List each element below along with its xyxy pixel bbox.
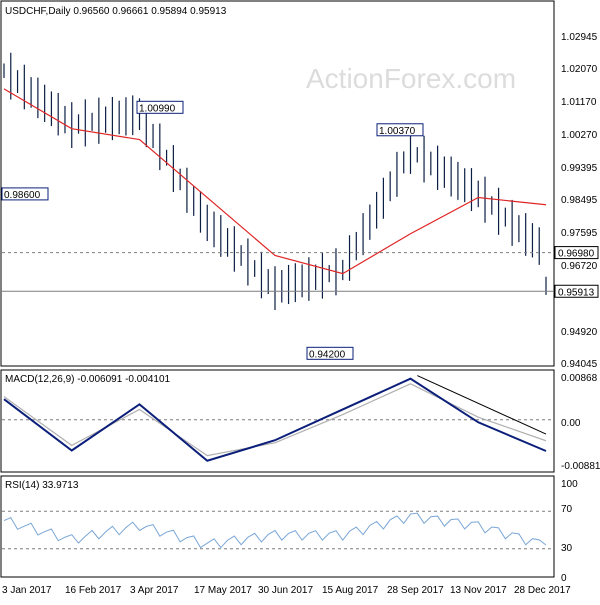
x-tick-label: 28 Sep 2017 bbox=[387, 585, 444, 596]
rsi-y-tick-label: 100 bbox=[561, 479, 578, 490]
annotation-label: 0.94200 bbox=[309, 349, 346, 360]
annotation-box bbox=[306, 346, 354, 360]
price-annotations: 0.98600 1.00990 1.00370 0.94200 bbox=[1, 100, 424, 360]
y-tick-label: 1.01170 bbox=[561, 97, 597, 108]
price-tag-label: 0.96980 bbox=[558, 249, 595, 260]
macd-panel-frame bbox=[0, 369, 555, 473]
rsi-panel-header: RSI(14) 33.9713 bbox=[5, 480, 79, 491]
x-tick-label: 17 May 2017 bbox=[194, 585, 252, 596]
rsi-y-tick-label: 70 bbox=[561, 504, 573, 515]
annotation-label: 1.00370 bbox=[379, 126, 416, 137]
x-tick-label: 13 Nov 2017 bbox=[450, 585, 507, 596]
macd-lines bbox=[2, 375, 554, 462]
watermark-text: ActionForex.com bbox=[306, 63, 516, 94]
rsi-line bbox=[2, 510, 554, 550]
price-tag-box bbox=[554, 246, 599, 260]
y-tick-label: 1.02945 bbox=[561, 32, 598, 43]
x-tick-label: 28 Dec 2017 bbox=[514, 585, 571, 596]
price-bars bbox=[3, 52, 547, 310]
macd-y-tick-label: 0.00 bbox=[561, 418, 581, 429]
y-tick-label: 0.98495 bbox=[561, 195, 598, 206]
annotation-box bbox=[136, 100, 184, 114]
annotation-box bbox=[1, 187, 49, 201]
macd-panel-header: MACD(12,26,9) -0.006091 -0.004101 bbox=[5, 374, 171, 385]
rsi-y-tick-label: 0 bbox=[561, 573, 567, 584]
macd-trendline bbox=[417, 375, 547, 435]
y-tick-label: 0.97595 bbox=[561, 228, 598, 239]
annotation-label: 1.00990 bbox=[139, 103, 176, 114]
main-panel-frame bbox=[0, 0, 555, 367]
x-tick-label: 30 Jun 2017 bbox=[258, 585, 313, 596]
x-tick-label: 15 Aug 2017 bbox=[322, 585, 379, 596]
macd-y-tick-label: 0.00868 bbox=[561, 373, 598, 384]
annotation-box bbox=[376, 123, 424, 137]
horizontal-guides: 0.96980 0.95913 bbox=[2, 246, 599, 298]
x-tick-label: 3 Jan 2017 bbox=[2, 585, 52, 596]
y-tick-label: 0.94045 bbox=[561, 359, 598, 370]
y-tick-label: 1.02070 bbox=[561, 64, 598, 75]
price-tag-label: 0.95913 bbox=[558, 287, 595, 298]
x-tick-label: 16 Feb 2017 bbox=[65, 585, 122, 596]
price-tag-box bbox=[554, 284, 599, 298]
y-tick-label: 1.00270 bbox=[561, 130, 598, 141]
y-tick-label: 0.94920 bbox=[561, 327, 598, 338]
annotation-label: 0.98600 bbox=[4, 190, 41, 201]
macd-y-tick-label: -0.008818 bbox=[561, 461, 600, 472]
y-tick-label: 0.96720 bbox=[561, 261, 598, 272]
rsi-y-tick-label: 30 bbox=[561, 543, 573, 554]
x-tick-label: 3 Apr 2017 bbox=[130, 585, 179, 596]
macd-signal-line bbox=[3, 383, 547, 457]
rsi-line-path bbox=[3, 512, 547, 549]
rsi-panel-frame bbox=[0, 475, 555, 578]
y-tick-label: 0.99395 bbox=[561, 163, 598, 174]
moving-average-line bbox=[3, 88, 547, 275]
moving-average bbox=[3, 88, 547, 275]
macd-line bbox=[3, 377, 547, 462]
main-panel-header: USDCHF,Daily 0.96560 0.96661 0.95894 0.9… bbox=[5, 6, 227, 17]
